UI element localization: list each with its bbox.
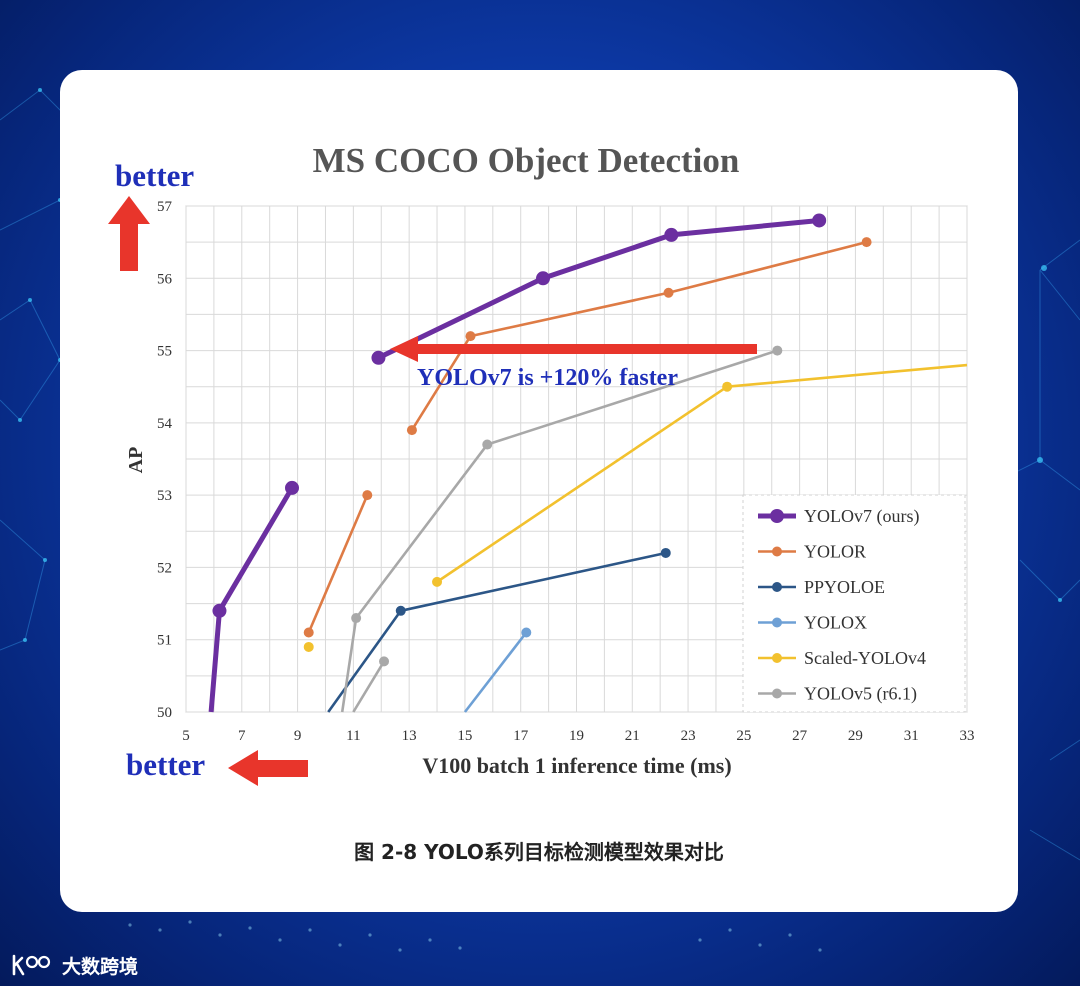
chart: MS COCO Object Detection 505152535455565… <box>108 141 975 786</box>
x-axis-label: V100 batch 1 inference time (ms) <box>422 753 731 778</box>
data-point <box>664 227 679 242</box>
x-tick-label: 7 <box>238 728 246 744</box>
legend-swatch-marker <box>772 688 782 699</box>
series-line <box>463 631 528 713</box>
data-point <box>406 425 417 436</box>
x-tick-label: 31 <box>904 728 919 744</box>
data-point <box>482 439 493 450</box>
data-point <box>212 603 227 618</box>
x-tick-label: 27 <box>792 728 808 744</box>
series-0 <box>208 213 827 713</box>
y-tick-label: 51 <box>157 633 172 649</box>
data-point <box>284 480 299 495</box>
y-tick-label: 50 <box>157 705 172 721</box>
series-line <box>377 217 820 361</box>
data-point <box>465 331 476 342</box>
legend-label: YOLOv7 (ours) <box>804 506 919 527</box>
legend-label: PPYOLOE <box>804 577 885 597</box>
data-point <box>660 547 671 558</box>
data-point <box>772 345 783 356</box>
data-point <box>432 576 443 587</box>
data-point <box>303 641 314 652</box>
series-4 <box>303 363 968 652</box>
data-point <box>722 381 733 392</box>
series-2 <box>327 547 671 713</box>
legend-swatch-marker <box>770 509 784 523</box>
series-line <box>410 240 867 431</box>
y-axis-ticks: 50 51 52 53 54 55 56 57 <box>157 199 173 721</box>
x-tick-label: 9 <box>294 728 302 744</box>
x-tick-label: 21 <box>625 728 640 744</box>
x-tick-label: 5 <box>182 728 190 744</box>
brand: 大数跨境 <box>10 950 138 980</box>
x-tick-label: 13 <box>402 728 417 744</box>
y-tick-label: 53 <box>157 488 172 504</box>
data-point <box>362 490 373 501</box>
legend-swatch-marker <box>772 617 782 628</box>
data-point <box>663 287 674 298</box>
y-tick-label: 55 <box>157 344 172 360</box>
series-1 <box>303 237 872 638</box>
legend-label: Scaled-YOLOv4 <box>804 648 926 668</box>
chart-title: MS COCO Object Detection <box>313 141 740 180</box>
figure-caption: 图 2-8 YOLO系列目标检测模型效果对比 <box>354 840 724 864</box>
x-tick-label: 29 <box>848 728 863 744</box>
legend-label: YOLOX <box>804 613 867 633</box>
speedup-annotation: YOLOv7 is +120% faster <box>417 365 678 391</box>
x-tick-label: 33 <box>960 728 975 744</box>
y-tick-label: 52 <box>157 560 172 576</box>
brand-name: 大数跨境 <box>62 955 139 978</box>
better-x-label: better <box>126 747 205 782</box>
y-axis-label: AP <box>125 447 147 474</box>
data-point <box>521 627 532 638</box>
data-point <box>395 605 406 616</box>
series-line <box>307 494 369 633</box>
series-line <box>352 660 386 713</box>
data-point <box>536 271 551 286</box>
x-tick-label: 19 <box>569 728 584 744</box>
content-card: MS COCO Object Detection 50 51 52 53 54 55 56 5… <box>60 70 1018 912</box>
chart-legend: YOLOv7 (ours) YOLOR PPYOLOE YOLOX Scaled-YOL… <box>742 494 966 713</box>
legend-swatch-marker <box>772 546 782 557</box>
data-point <box>812 213 827 228</box>
y-tick-label: 57 <box>157 199 173 215</box>
better-y-label: better <box>115 158 194 193</box>
x-tick-label: 15 <box>457 728 472 744</box>
x-tick-label: 23 <box>681 728 696 744</box>
y-tick-label: 56 <box>157 271 173 287</box>
data-point <box>861 237 872 248</box>
data-point <box>351 613 362 624</box>
data-point <box>303 627 314 638</box>
legend-swatch-marker <box>772 582 782 592</box>
series-3 <box>463 627 532 713</box>
series-layer <box>208 213 968 713</box>
better-up-arrow <box>108 196 150 271</box>
x-tick-label: 11 <box>346 728 360 744</box>
k100-logo-icon <box>12 954 51 976</box>
data-point <box>371 350 386 365</box>
x-axis-ticks: 5 7 9 11 13 15 17 19 21 23 25 27 29 31 33 <box>182 728 974 744</box>
legend-swatch-marker <box>772 653 782 663</box>
better-left-arrow <box>228 750 308 786</box>
series-5 <box>340 345 783 713</box>
data-point <box>379 656 390 667</box>
series-line <box>340 349 778 713</box>
x-tick-label: 17 <box>513 728 529 744</box>
legend-label: YOLOR <box>804 542 866 562</box>
y-tick-label: 54 <box>157 416 173 432</box>
speedup-arrow <box>390 336 757 362</box>
x-tick-label: 25 <box>736 728 751 744</box>
legend-label: YOLOv5 (r6.1) <box>804 684 917 705</box>
